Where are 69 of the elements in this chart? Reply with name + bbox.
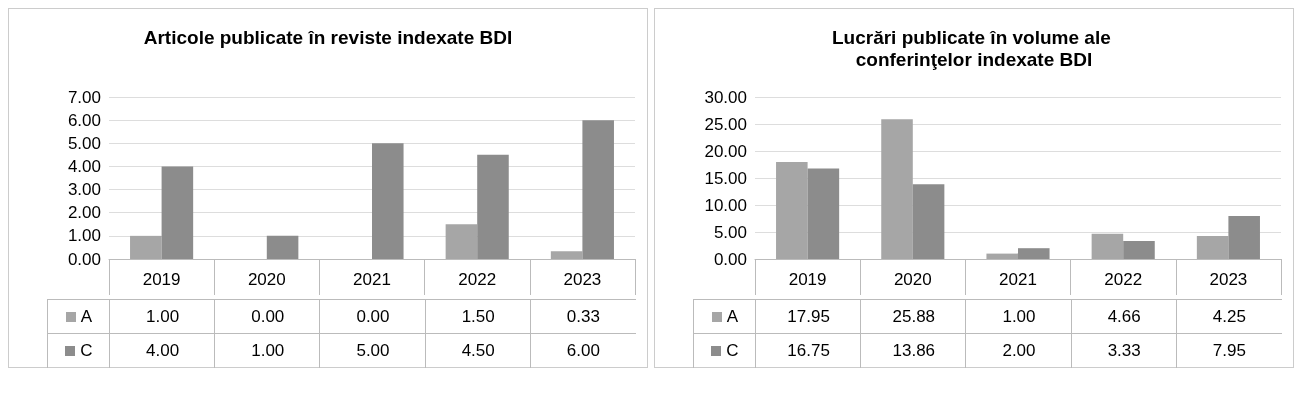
bar — [266, 235, 299, 259]
bar — [130, 235, 162, 259]
bar — [372, 143, 404, 259]
data-label: 17.95 — [755, 299, 862, 334]
bar — [582, 120, 614, 259]
y-tick-label: 5.00 — [713, 222, 747, 242]
legend-label: C — [726, 341, 739, 361]
bar — [1091, 233, 1124, 259]
y-tick-label: 1.00 — [67, 226, 101, 246]
data-label: 1.00 — [214, 333, 321, 368]
data-label: 2.00 — [965, 333, 1072, 368]
chart-title: Articole publicate în reviste indexate BDI — [143, 26, 513, 48]
y-tick-label: 20.00 — [704, 141, 747, 161]
data-label: 1.00 — [109, 299, 216, 334]
x-tick-label: 2023 — [1209, 270, 1248, 289]
x-tick-label: 2021 — [353, 270, 391, 289]
y-tick-label: 6.00 — [67, 110, 101, 130]
data-label: 0.33 — [529, 299, 636, 334]
data-label: 4.66 — [1070, 299, 1177, 334]
legend-label: A — [726, 307, 739, 327]
legend-label: A — [80, 307, 93, 327]
y-tick-label: 10.00 — [704, 195, 747, 215]
data-label: 4.25 — [1175, 299, 1282, 334]
data-label: 3.33 — [1070, 333, 1177, 368]
bar — [776, 162, 808, 259]
data-label: 13.86 — [860, 333, 967, 368]
y-tick-label: 3.00 — [67, 180, 101, 200]
bar — [912, 184, 945, 259]
y-tick-label: 25.00 — [704, 114, 747, 134]
y-tick-label: 0.00 — [67, 249, 101, 269]
x-tick-label: 2020 — [893, 270, 932, 289]
data-label: 0.00 — [214, 299, 321, 334]
data-label: 5.00 — [319, 333, 426, 368]
data-label: 25.88 — [860, 299, 967, 334]
bar — [1196, 236, 1229, 259]
x-tick-label: 2019 — [142, 270, 181, 289]
data-label: 1.50 — [424, 299, 531, 334]
x-tick-label: 2022 — [458, 270, 497, 289]
y-tick-label: 5.00 — [67, 133, 101, 153]
x-tick-label: 2023 — [563, 270, 602, 289]
y-tick-label: 15.00 — [704, 168, 747, 188]
y-tick-label: 0.00 — [713, 249, 747, 269]
y-tick-label: 30.00 — [704, 87, 747, 107]
data-label: 4.00 — [109, 333, 216, 368]
y-tick-label: 7.00 — [67, 87, 101, 107]
data-label: 7.95 — [1175, 333, 1282, 368]
data-label: 16.75 — [755, 333, 862, 368]
data-label: 6.00 — [529, 333, 636, 368]
bar — [161, 166, 194, 259]
bar — [477, 154, 509, 259]
bar — [1123, 241, 1155, 259]
bar — [986, 253, 1018, 259]
x-tick-label: 2021 — [999, 270, 1037, 289]
data-label: 4.50 — [424, 333, 531, 368]
legend-label: C — [80, 341, 93, 361]
chart-title: Lucrări publicate în volume ale conferinţelor indexate BDI — [831, 26, 1117, 70]
y-tick-label: 4.00 — [67, 156, 101, 176]
bar — [1018, 248, 1050, 259]
bar — [1228, 216, 1260, 259]
x-tick-label: 2022 — [1104, 270, 1143, 289]
x-tick-label: 2019 — [788, 270, 827, 289]
bar — [550, 251, 583, 259]
data-label: 1.00 — [965, 299, 1072, 334]
bar — [445, 224, 478, 259]
x-tick-label: 2020 — [247, 270, 286, 289]
bar — [807, 168, 840, 259]
y-tick-label: 2.00 — [67, 203, 101, 223]
data-label: 0.00 — [319, 299, 426, 334]
bar — [881, 119, 913, 259]
